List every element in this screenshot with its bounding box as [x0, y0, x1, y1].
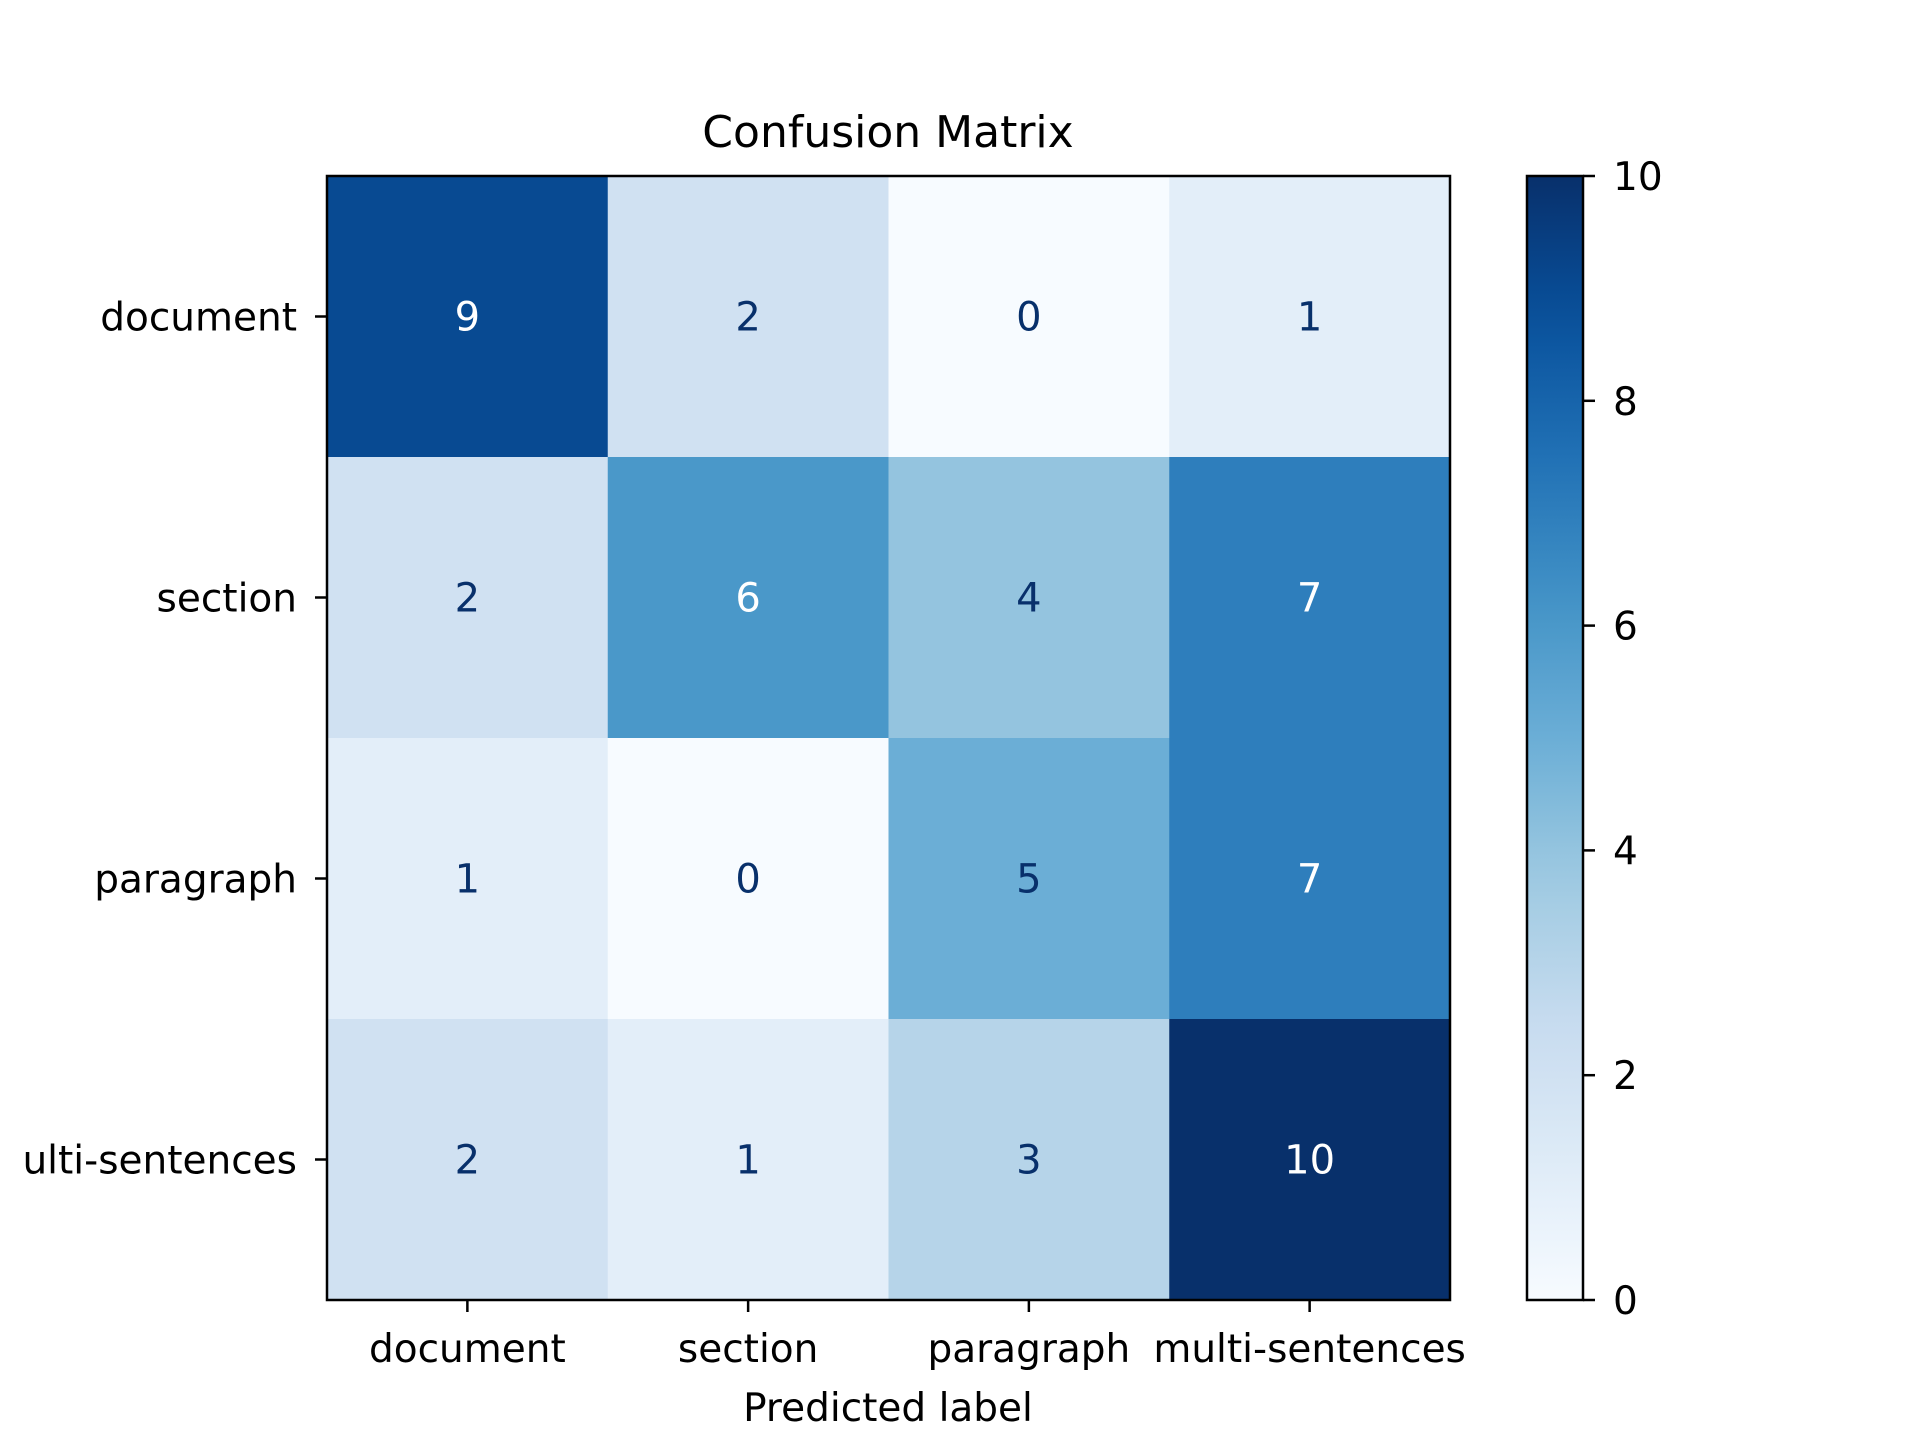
- y-tick-label: ulti-sentences: [22, 1139, 297, 1184]
- cell-value-label: 2: [455, 576, 480, 622]
- colorbar: 0 2 4 6 8 10: [1525, 155, 1663, 1324]
- heatmap-cell: [888, 738, 1170, 1020]
- chart-title: Confusion Matrix: [702, 107, 1073, 158]
- colorbar-tick-label: 2: [1613, 1054, 1638, 1099]
- x-axis: document section paragraph multi-sentences: [369, 1300, 1466, 1372]
- heatmap-cell: [888, 176, 1170, 458]
- y-tick-label: paragraph: [94, 858, 297, 903]
- cell-value-label: 0: [735, 857, 760, 903]
- heatmap-cell: [888, 457, 1170, 739]
- cell-value-labels: 9 2 0 12 6 4 71 0 5 72 1 3 10: [455, 295, 1335, 1184]
- cell-value-label: 1: [1297, 295, 1322, 341]
- heatmap-cell: [1169, 457, 1451, 739]
- cell-value-label: 7: [1297, 857, 1322, 903]
- colorbar-frame: [1525, 174, 1585, 1302]
- x-tick-label: multi-sentences: [1153, 1327, 1466, 1372]
- heatmap-cell: [327, 738, 609, 1020]
- cell-value-label: 2: [735, 295, 760, 341]
- heatmap-cells: [327, 176, 1451, 1301]
- colorbar-ticks: 0 2 4 6 8 10: [1583, 155, 1663, 1324]
- cell-value-label: 3: [1016, 1138, 1041, 1184]
- x-tick-label: paragraph: [927, 1327, 1130, 1372]
- heatmap-cell: [327, 176, 609, 458]
- heatmap-cell: [607, 1019, 889, 1301]
- cell-value-label: 2: [455, 1138, 480, 1184]
- colorbar-tick-label: 0: [1613, 1279, 1638, 1324]
- colorbar-gradient: [1527, 176, 1583, 1300]
- heatmap-cell: [607, 457, 889, 739]
- x-axis-label: Predicted label: [743, 1386, 1033, 1431]
- cell-value-label: 5: [1016, 857, 1041, 903]
- cell-value-label: 1: [455, 857, 480, 903]
- plot-frame: [325, 174, 1452, 1302]
- cell-value-label: 1: [735, 1138, 760, 1184]
- heatmap-cell: [888, 1019, 1170, 1301]
- colorbar-tick-label: 8: [1613, 380, 1638, 425]
- colorbar-tick-label: 6: [1613, 605, 1638, 650]
- y-axis: document section paragraph ulti-sentences: [22, 296, 327, 1184]
- cell-value-label: 10: [1284, 1138, 1335, 1184]
- cell-value-label: 0: [1016, 295, 1041, 341]
- colorbar-tick-label: 4: [1613, 829, 1638, 874]
- y-tick-label: section: [157, 577, 297, 622]
- cell-value-label: 9: [455, 295, 480, 341]
- heatmap-cell: [607, 176, 889, 458]
- heatmap-cell: [1169, 176, 1451, 458]
- colorbar-tick-label: 10: [1613, 155, 1663, 200]
- x-tick-label: document: [369, 1327, 566, 1372]
- heatmap-cell: [1169, 1019, 1451, 1301]
- heatmap-cell: [327, 1019, 609, 1301]
- cell-value-label: 4: [1016, 576, 1041, 622]
- cell-value-label: 7: [1297, 576, 1322, 622]
- heatmap-cell: [1169, 738, 1451, 1020]
- cell-value-label: 6: [735, 576, 760, 622]
- x-tick-label: section: [678, 1327, 818, 1372]
- heatmap-cell: [607, 738, 889, 1020]
- y-tick-label: document: [100, 296, 297, 341]
- heatmap-cell: [327, 457, 609, 739]
